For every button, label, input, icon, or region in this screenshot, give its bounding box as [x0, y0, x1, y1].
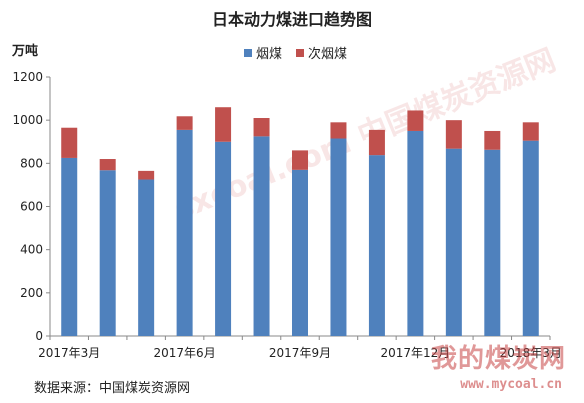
bar-subbituminous: [330, 122, 347, 139]
bar-subbituminous: [522, 122, 539, 141]
bar-subbituminous: [61, 127, 78, 158]
x-tick-label: 2017年12月: [380, 346, 450, 360]
bar-bituminous: [330, 138, 347, 336]
legend: 烟煤 次烟煤: [244, 43, 347, 62]
legend-swatch-bituminous: [244, 48, 252, 57]
data-source: 数据来源：中国煤炭资源网: [34, 381, 191, 396]
bar-bituminous: [292, 169, 308, 336]
brand-url: www.mycoal.cn: [460, 377, 562, 392]
bar-subbituminous: [176, 116, 193, 130]
chart-title: 日本动力煤进口趋势图: [211, 10, 372, 29]
y-tick-label: 200: [20, 286, 43, 300]
legend-label-bituminous: 烟煤: [256, 47, 283, 62]
y-tick-label: 800: [20, 156, 43, 170]
bar-subbituminous: [99, 159, 116, 171]
y-tick-label: 1200: [12, 70, 43, 84]
bar-bituminous: [484, 149, 501, 336]
y-tick-label: 600: [20, 200, 43, 214]
bar-subbituminous: [484, 130, 501, 150]
bar-bituminous: [368, 155, 385, 336]
bar-subbituminous: [368, 129, 385, 156]
bar-bituminous: [253, 136, 270, 336]
bar-bituminous: [138, 179, 155, 336]
bar-subbituminous: [292, 150, 308, 170]
y-axis-unit: 万吨: [12, 44, 39, 59]
bar-bituminous: [445, 148, 462, 336]
x-tick-label: 2017年3月: [38, 346, 100, 360]
x-tick-label: 2017年6月: [154, 346, 216, 360]
x-tick-label: 2017年9月: [269, 346, 331, 360]
bar-bituminous: [407, 130, 424, 336]
y-tick-label: 0: [35, 329, 43, 343]
legend-item-bituminous: 烟煤: [244, 43, 282, 62]
legend-item-subbituminous: 次烟煤: [296, 43, 347, 62]
bar-subbituminous: [407, 110, 424, 131]
bar-bituminous: [522, 140, 539, 336]
y-tick-label: 400: [20, 243, 43, 257]
bar-bituminous: [99, 170, 116, 336]
bar-subbituminous: [445, 120, 462, 149]
legend-swatch-subbituminous: [296, 48, 305, 57]
brand-watermark: 我的煤炭网: [430, 344, 566, 374]
legend-label-subbituminous: 次烟煤: [308, 47, 348, 62]
bar-bituminous: [61, 157, 78, 336]
bar-bituminous: [215, 141, 232, 336]
y-tick-label: 1000: [12, 113, 43, 127]
bar-subbituminous: [215, 107, 232, 142]
bar-subbituminous: [253, 118, 270, 137]
bar-subbituminous: [138, 170, 155, 180]
bar-bituminous: [176, 129, 193, 336]
x-tick-label: 2018年3月: [500, 346, 562, 360]
